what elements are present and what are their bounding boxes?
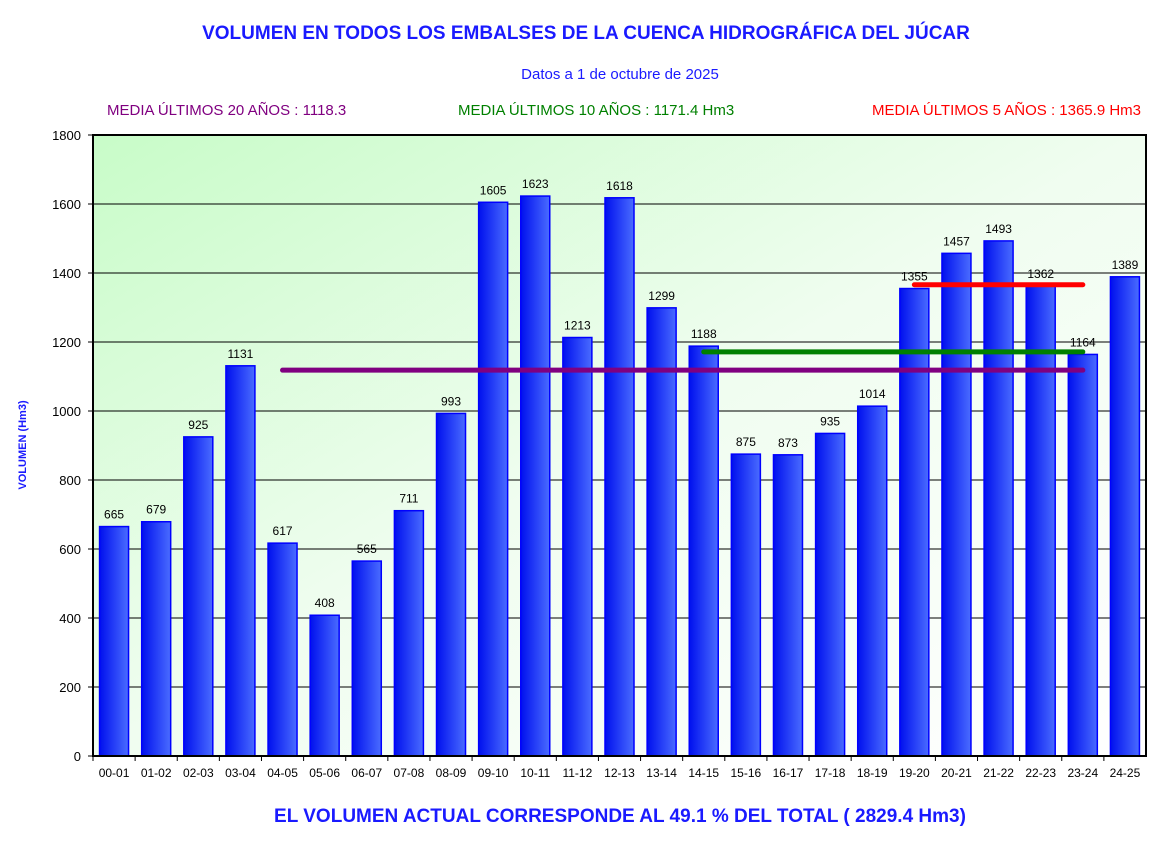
bar-13-14 <box>646 307 677 757</box>
data-label-21-22: 1493 <box>985 222 1012 236</box>
y-tick-label: 0 <box>74 749 81 764</box>
bar-12-13 <box>604 197 635 757</box>
data-label-03-04: 1131 <box>228 347 254 361</box>
x-tick-label: 12-13 <box>604 766 635 780</box>
x-tick-label: 01-02 <box>141 766 172 780</box>
data-label-10-11: 1623 <box>522 177 549 191</box>
legend-avg-20: MEDIA ÚLTIMOS 20 AÑOS : 1118.3 <box>107 102 346 119</box>
data-label-16-17: 873 <box>778 436 798 450</box>
x-tick-label: 04-05 <box>267 766 298 780</box>
bar-00-01 <box>98 525 130 757</box>
legend-avg-5: MEDIA ÚLTIMOS 5 AÑOS : 1365.9 Hm3 <box>872 102 1141 119</box>
y-tick-label: 400 <box>59 611 81 626</box>
y-tick-label: 600 <box>59 542 81 557</box>
data-label-17-18: 935 <box>820 414 840 428</box>
x-tick-label: 03-04 <box>225 766 256 780</box>
x-tick-label: 21-22 <box>983 766 1014 780</box>
data-label-14-15: 1188 <box>691 327 717 341</box>
data-label-01-02: 679 <box>146 503 166 517</box>
x-tick-label: 05-06 <box>309 766 340 780</box>
data-label-05-06: 408 <box>315 596 335 610</box>
x-tick-label: 08-09 <box>436 766 467 780</box>
y-tick-label: 1800 <box>52 128 81 143</box>
bar-05-06 <box>309 614 340 757</box>
x-tick-label: 14-15 <box>688 766 719 780</box>
y-axis-label: VOLUMEN (Hm3) <box>17 400 29 490</box>
x-tick-label: 16-17 <box>773 766 804 780</box>
x-tick-label: 10-11 <box>520 766 550 780</box>
data-label-18-19: 1014 <box>859 387 886 401</box>
bar-22-23 <box>1025 285 1056 757</box>
x-tick-label: 19-20 <box>899 766 930 780</box>
x-tick-label: 15-16 <box>731 766 762 780</box>
bar-23-24 <box>1067 353 1099 757</box>
data-label-12-13: 1618 <box>606 179 633 193</box>
legend-avg-10: MEDIA ÚLTIMOS 10 AÑOS : 1171.4 Hm3 <box>458 102 734 119</box>
bar-11-12 <box>562 336 593 757</box>
bar-04-05 <box>267 542 298 757</box>
bar-17-18 <box>814 432 846 757</box>
bar-02-03 <box>183 436 214 757</box>
data-label-00-01: 665 <box>104 508 124 522</box>
data-label-15-16: 875 <box>736 435 756 449</box>
bar-18-19 <box>856 405 888 757</box>
x-tick-label: 09-10 <box>478 766 509 780</box>
bar-14-15 <box>688 345 719 757</box>
data-label-08-09: 993 <box>441 394 461 408</box>
x-tick-label: 11-12 <box>562 766 592 780</box>
x-tick-label: 18-19 <box>857 766 888 780</box>
plot-border <box>92 134 1147 757</box>
y-tick-label: 1200 <box>52 335 81 350</box>
data-label-07-08: 711 <box>399 492 418 506</box>
data-label-23-24: 1164 <box>1070 335 1096 349</box>
bar-19-20 <box>899 287 930 757</box>
y-tick-label: 800 <box>59 473 81 488</box>
data-label-20-21: 1457 <box>943 234 970 248</box>
x-tick-label: 00-01 <box>99 766 130 780</box>
data-label-02-03: 925 <box>188 418 208 432</box>
data-label-13-14: 1299 <box>648 289 675 303</box>
bar-20-21 <box>941 252 972 757</box>
x-tick-label: 24-25 <box>1110 766 1141 780</box>
data-label-24-25: 1389 <box>1112 258 1139 272</box>
y-tick-label: 1600 <box>52 197 81 212</box>
chart-subtitle: Datos a 1 de octubre de 2025 <box>521 66 719 83</box>
x-tick-label: 20-21 <box>941 766 972 780</box>
x-tick-label: 02-03 <box>183 766 214 780</box>
y-tick-label: 1000 <box>52 404 81 419</box>
bar-07-08 <box>393 509 425 757</box>
data-label-04-05: 617 <box>273 524 293 538</box>
data-label-19-20: 1355 <box>901 270 928 284</box>
y-tick-label: 200 <box>59 680 81 695</box>
bar-09-10 <box>477 201 509 757</box>
y-tick-label: 1400 <box>52 266 81 281</box>
chart-title: VOLUMEN EN TODOS LOS EMBALSES DE LA CUEN… <box>202 22 970 44</box>
bar-10-11 <box>520 195 551 757</box>
x-tick-label: 17-18 <box>815 766 846 780</box>
bar-08-09 <box>435 412 467 757</box>
footer-text: EL VOLUMEN ACTUAL CORRESPONDE AL 49.1 % … <box>274 806 966 827</box>
x-tick-label: 23-24 <box>1067 766 1098 780</box>
data-label-09-10: 1605 <box>480 183 507 197</box>
bar-16-17 <box>772 454 804 757</box>
bar-21-22 <box>983 240 1014 757</box>
bar-24-25 <box>1109 276 1141 757</box>
x-tick-label: 06-07 <box>351 766 382 780</box>
data-label-22-23: 1362 <box>1027 267 1054 281</box>
data-label-06-07: 565 <box>357 542 377 556</box>
x-tick-label: 22-23 <box>1025 766 1056 780</box>
bar-01-02 <box>140 520 172 757</box>
bar-15-16 <box>730 453 762 757</box>
data-label-11-12: 1213 <box>564 319 591 333</box>
x-tick-label: 07-08 <box>394 766 425 780</box>
x-tick-label: 13-14 <box>646 766 677 780</box>
bar-06-07 <box>351 560 383 757</box>
bar-03-04 <box>225 365 256 757</box>
